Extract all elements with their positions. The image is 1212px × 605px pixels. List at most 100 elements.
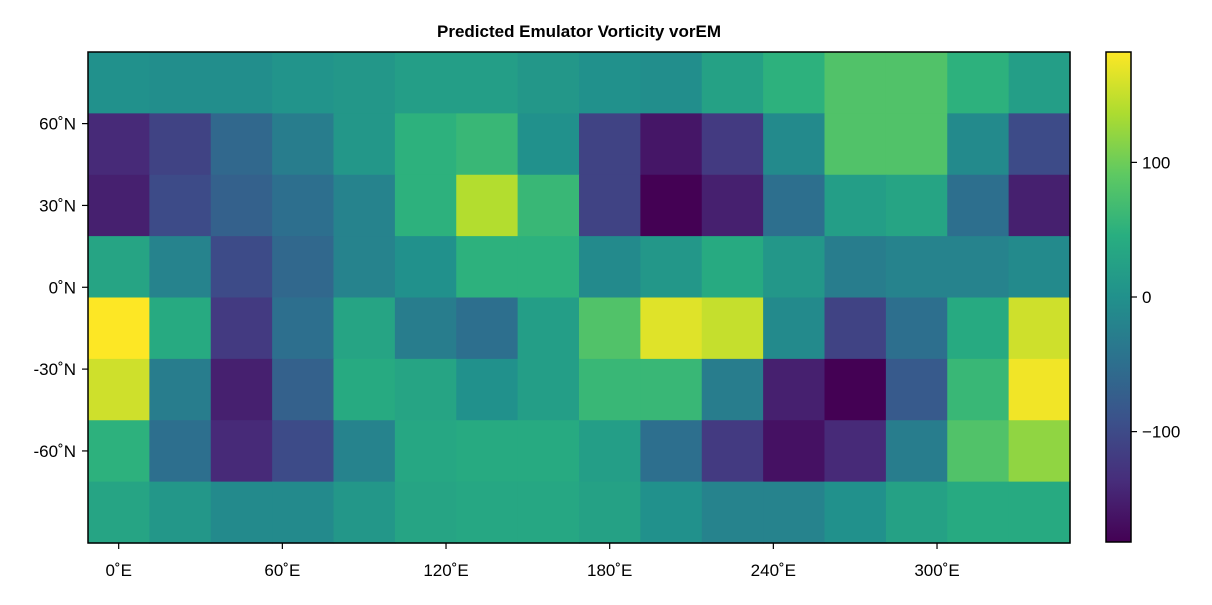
heatmap-cell bbox=[333, 52, 396, 114]
heatmap-cell bbox=[763, 420, 826, 483]
heatmap-cell bbox=[456, 113, 519, 176]
heatmap-cell bbox=[149, 236, 212, 299]
heatmap-cell bbox=[885, 236, 948, 299]
heatmap-cell bbox=[763, 174, 826, 237]
heatmap-cell bbox=[947, 113, 1010, 176]
heatmap-cell bbox=[824, 420, 887, 483]
heatmap-cell bbox=[947, 420, 1010, 483]
heatmap-cell bbox=[272, 113, 335, 176]
heatmap-cell bbox=[579, 236, 641, 299]
heatmap-cell bbox=[824, 297, 887, 360]
heatmap-cell bbox=[333, 236, 396, 299]
heatmap-cell bbox=[456, 174, 519, 237]
heatmap-cell bbox=[640, 297, 703, 360]
heatmap-cell bbox=[517, 236, 580, 299]
heatmap-cell bbox=[701, 481, 764, 544]
heatmap-cell bbox=[947, 236, 1010, 299]
heatmap-cell bbox=[149, 481, 212, 544]
heatmap-cell bbox=[763, 297, 826, 360]
heatmap-cell bbox=[272, 297, 335, 360]
plot-frame bbox=[87, 51, 1071, 544]
heatmap-cell bbox=[1008, 52, 1071, 114]
heatmap-cell bbox=[885, 52, 948, 114]
colorbar-axis: 100 0 −100 bbox=[1131, 153, 1180, 442]
heatmap-cell bbox=[640, 113, 703, 176]
heatmap-cell bbox=[701, 174, 764, 237]
heatmap-cell bbox=[640, 236, 703, 299]
heatmap-cell bbox=[517, 113, 580, 176]
heatmap-cell bbox=[885, 420, 948, 483]
heatmap-cell bbox=[210, 236, 273, 299]
heatmap-cell bbox=[333, 174, 396, 237]
heatmap-cell bbox=[885, 358, 948, 421]
heatmap-cell bbox=[88, 236, 150, 299]
heatmap-cell bbox=[824, 481, 887, 544]
colorbar bbox=[1105, 51, 1132, 543]
heatmap-cell bbox=[640, 420, 703, 483]
heatmap-cells bbox=[88, 52, 1071, 544]
heatmap-cell bbox=[272, 174, 335, 237]
colorbar-tick-label: −100 bbox=[1142, 423, 1180, 442]
heatmap-cell bbox=[1008, 358, 1071, 421]
heatmap-cell bbox=[885, 481, 948, 544]
heatmap-cell bbox=[88, 113, 150, 176]
y-axis: 60˚N 30˚N 0˚N -30˚N -60˚N bbox=[33, 115, 88, 461]
heatmap-cell bbox=[333, 113, 396, 176]
x-tick-label: 300˚E bbox=[914, 561, 959, 580]
heatmap-cell bbox=[149, 358, 212, 421]
heatmap-cell bbox=[210, 297, 273, 360]
heatmap-cell bbox=[394, 174, 457, 237]
heatmap-cell bbox=[947, 174, 1010, 237]
heatmap-cell bbox=[394, 52, 457, 114]
heatmap-cell bbox=[763, 52, 826, 114]
heatmap-cell bbox=[149, 113, 212, 176]
heatmap-cell bbox=[272, 420, 335, 483]
heatmap-cell bbox=[88, 297, 150, 360]
heatmap-cell bbox=[394, 481, 457, 544]
heatmap-cell bbox=[456, 52, 519, 114]
heatmap-cell bbox=[88, 420, 150, 483]
x-tick-label: 0˚E bbox=[105, 561, 131, 580]
colorbar-tick-label: 100 bbox=[1142, 153, 1170, 172]
heatmap-cell bbox=[701, 113, 764, 176]
heatmap-cell bbox=[333, 420, 396, 483]
heatmap-cell bbox=[333, 358, 396, 421]
x-axis: 0˚E 60˚E 120˚E 180˚E 240˚E 300˚E bbox=[105, 543, 960, 580]
heatmap-cell bbox=[333, 297, 396, 360]
heatmap-cell bbox=[517, 52, 580, 114]
heatmap-cell bbox=[824, 52, 887, 114]
heatmap-cell bbox=[272, 358, 335, 421]
heatmap-cell bbox=[824, 113, 887, 176]
y-tick-label: -30˚N bbox=[33, 360, 76, 379]
y-tick-label: 60˚N bbox=[39, 115, 76, 134]
heatmap-cell bbox=[517, 358, 580, 421]
heatmap-cell bbox=[1008, 420, 1071, 483]
x-tick-label: 180˚E bbox=[587, 561, 632, 580]
heatmap-cell bbox=[579, 297, 641, 360]
heatmap-cell bbox=[88, 52, 150, 114]
y-tick-label: 30˚N bbox=[39, 196, 76, 215]
heatmap-cell bbox=[701, 358, 764, 421]
heatmap-cell bbox=[88, 174, 150, 237]
heatmap-cell bbox=[149, 420, 212, 483]
heatmap-cell bbox=[947, 481, 1010, 544]
heatmap-cell bbox=[517, 174, 580, 237]
heatmap-cell bbox=[947, 52, 1010, 114]
heatmap-cell bbox=[333, 481, 396, 544]
heatmap-cell bbox=[1008, 113, 1071, 176]
heatmap-cell bbox=[272, 481, 335, 544]
colorbar-tick-label: 0 bbox=[1142, 288, 1151, 307]
heatmap-cell bbox=[517, 481, 580, 544]
heatmap-cell bbox=[210, 481, 273, 544]
heatmap-cell bbox=[579, 420, 641, 483]
heatmap-cell bbox=[456, 297, 519, 360]
heatmap-cell bbox=[579, 358, 641, 421]
heatmap-cell bbox=[885, 174, 948, 237]
heatmap-cell bbox=[149, 297, 212, 360]
heatmap-cell bbox=[210, 420, 273, 483]
x-tick-label: 120˚E bbox=[423, 561, 468, 580]
heatmap-cell bbox=[1008, 297, 1071, 360]
heatmap-cell bbox=[1008, 174, 1071, 237]
heatmap-cell bbox=[885, 113, 948, 176]
